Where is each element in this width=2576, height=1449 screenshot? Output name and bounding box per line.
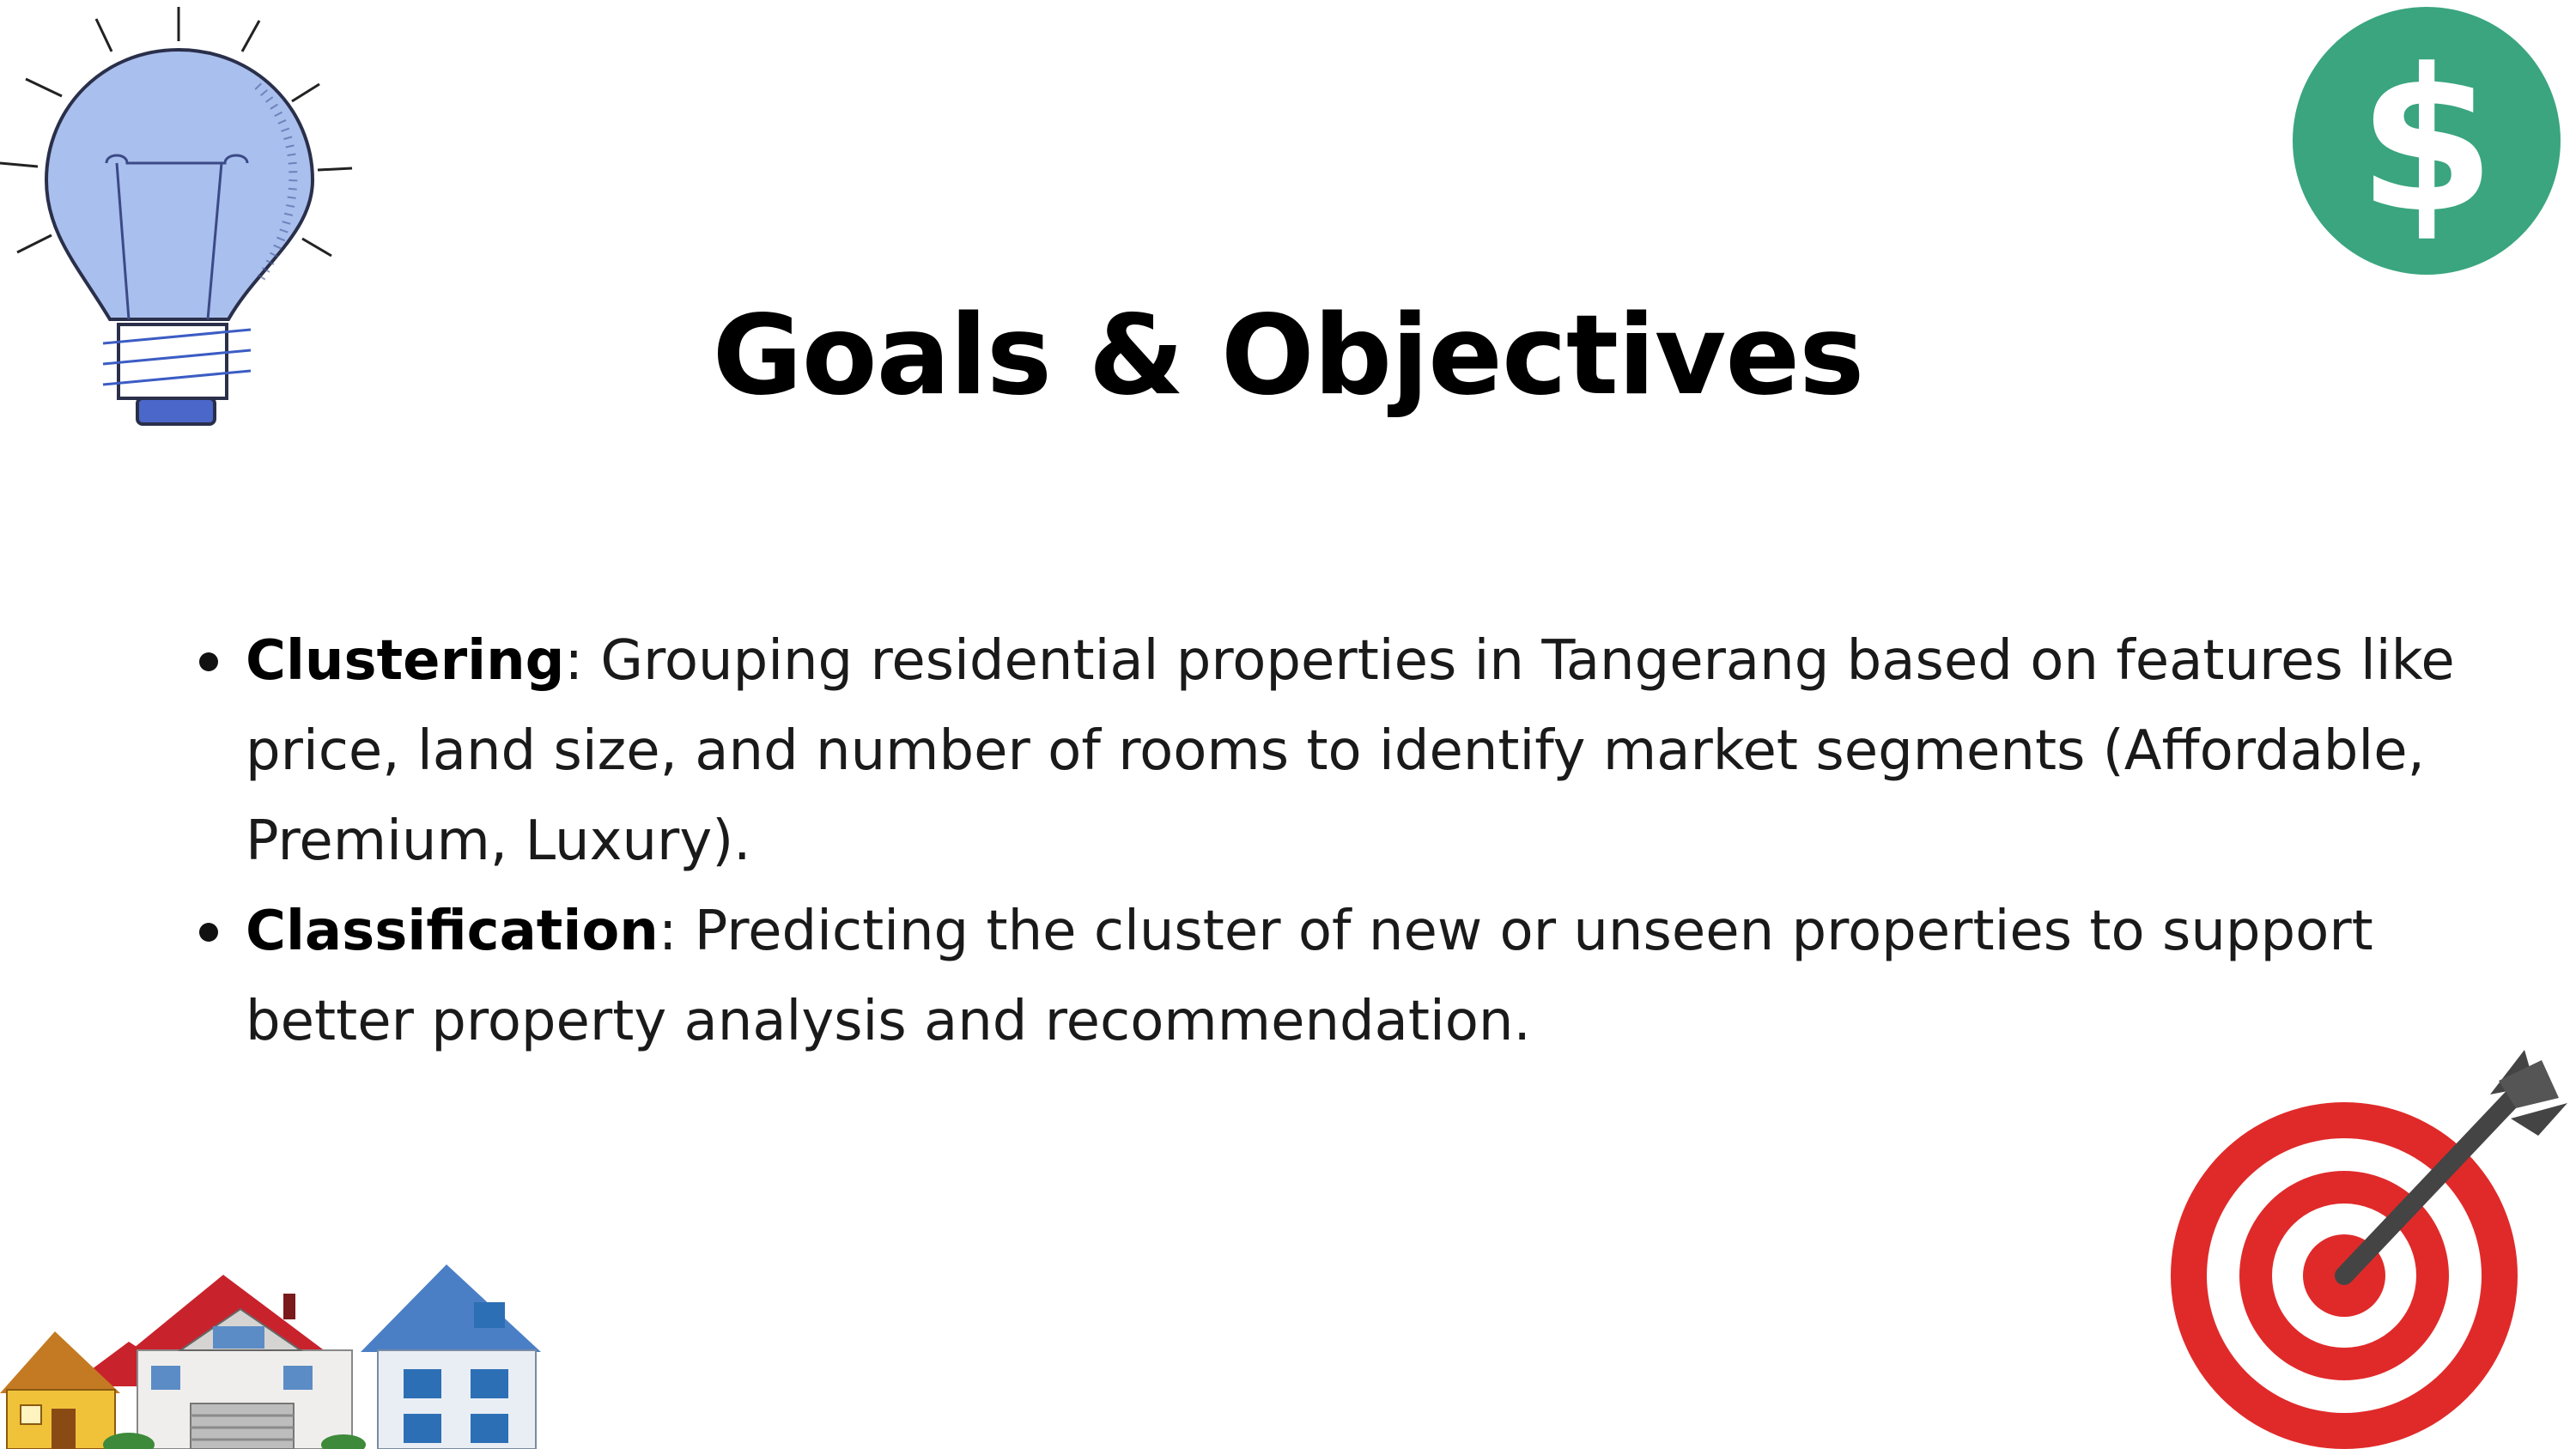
bullet-text: : Predicting the cluster of new or unsee… bbox=[246, 900, 2373, 1053]
dollar-icon: $ bbox=[2293, 7, 2561, 275]
objectives-list: Clustering: Grouping residential propert… bbox=[189, 616, 2490, 1067]
bullet-term: Clustering bbox=[246, 629, 565, 693]
bullet-term: Classification bbox=[246, 900, 659, 963]
bullet-dot bbox=[199, 923, 218, 942]
slide-title: Goals & Objectives bbox=[712, 292, 1865, 420]
list-item-clustering: Clustering: Grouping residential propert… bbox=[189, 616, 2490, 887]
bullet-dot bbox=[199, 652, 218, 671]
target-arrow-icon bbox=[2171, 1050, 2567, 1449]
lightbulb-icon bbox=[0, 7, 353, 426]
list-item-classification: Classification: Predicting the cluster o… bbox=[189, 887, 2490, 1067]
houses-icon bbox=[0, 1264, 541, 1449]
svg-text:$: $ bbox=[2358, 27, 2495, 257]
bullet-text: : Grouping residential properties in Tan… bbox=[246, 629, 2455, 873]
